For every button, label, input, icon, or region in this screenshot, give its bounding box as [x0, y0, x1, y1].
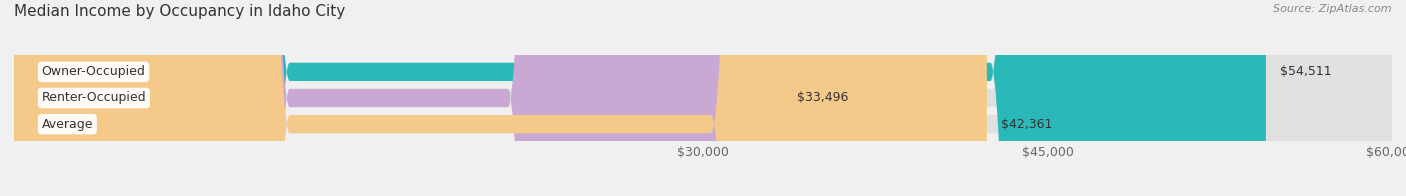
FancyBboxPatch shape — [14, 0, 1265, 196]
FancyBboxPatch shape — [14, 0, 1392, 196]
FancyBboxPatch shape — [14, 0, 1392, 196]
Text: Source: ZipAtlas.com: Source: ZipAtlas.com — [1274, 4, 1392, 14]
Text: Median Income by Occupancy in Idaho City: Median Income by Occupancy in Idaho City — [14, 4, 346, 19]
Text: Renter-Occupied: Renter-Occupied — [42, 92, 146, 104]
Text: $33,496: $33,496 — [797, 92, 848, 104]
FancyBboxPatch shape — [14, 0, 987, 196]
Text: $42,361: $42,361 — [1001, 118, 1052, 131]
Text: Average: Average — [42, 118, 93, 131]
Text: Owner-Occupied: Owner-Occupied — [42, 65, 145, 78]
Text: $54,511: $54,511 — [1279, 65, 1331, 78]
FancyBboxPatch shape — [14, 0, 1392, 196]
FancyBboxPatch shape — [14, 0, 783, 196]
